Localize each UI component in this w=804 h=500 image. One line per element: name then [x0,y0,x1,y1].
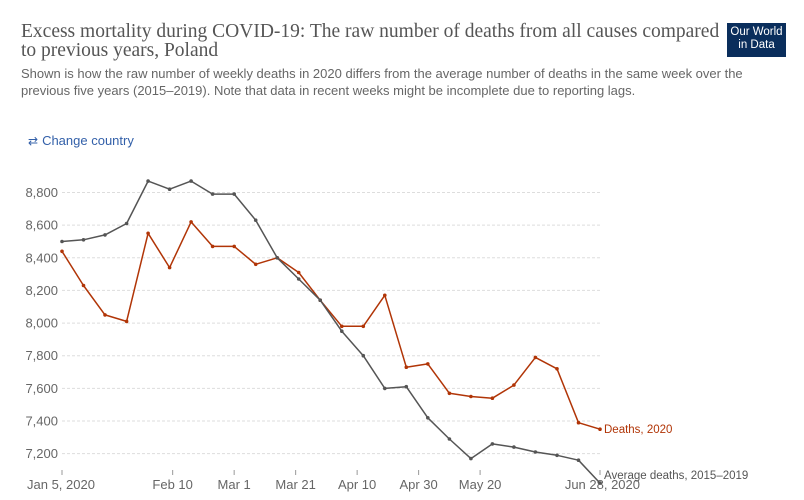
data-point [103,313,107,317]
y-tick-label: 7,600 [25,381,58,396]
data-point [275,255,280,260]
data-point [490,442,495,446]
series-label: Deaths, 2020 [604,424,672,436]
data-point [490,396,495,401]
y-tick-label: 7,400 [25,414,58,429]
data-point [512,383,516,387]
data-point [555,453,559,458]
data-point [232,192,236,196]
data-point [598,427,602,432]
data-point [340,324,344,329]
data-point [167,265,172,270]
data-point [60,239,64,244]
x-tick-label: Apr 30 [399,477,437,492]
data-point [296,270,301,275]
data-point [533,355,538,360]
data-point [60,249,64,254]
data-point [533,450,538,454]
x-tick-label: Feb 10 [152,477,192,492]
data-point [146,179,150,183]
data-point [383,386,387,391]
y-tick-label: 8,000 [25,316,58,331]
y-tick-label: 7,800 [25,348,58,363]
logo-line-1: Our World [730,26,783,38]
x-tick-label: Mar 1 [218,477,251,492]
change-country-label: Change country [42,133,134,148]
data-point [210,192,215,196]
data-point [555,367,559,371]
data-point [447,437,452,441]
data-point [146,231,150,236]
x-tick-label: May 20 [459,477,502,492]
data-point [296,277,301,281]
data-point [383,293,387,298]
x-tick-label: Apr 10 [338,477,376,492]
data-point [469,394,473,399]
data-point [426,416,430,420]
gridlines [62,191,600,455]
data-point [253,262,258,267]
data-point [598,481,602,485]
data-point [469,456,473,461]
logo-line-2: in Data [738,39,775,51]
data-point [189,220,193,224]
chart-subtitle: Shown is how the raw number of weekly de… [21,66,743,98]
x-tick-label: Jan 5, 2020 [27,477,95,492]
data-point [167,187,172,191]
data-point [361,324,366,329]
data-point [361,353,366,358]
series-line [61,221,601,430]
data-point [576,458,581,463]
data-point [210,244,215,249]
data-point [512,445,516,449]
x-axis: Jan 5, 2020 Feb 10 Mar 1 Mar 21 Apr 10 Apr 30… [27,470,640,492]
data-point [340,329,344,334]
change-country-button[interactable]: ⇄ Change country [28,133,134,148]
x-tick-label: Jun 28, 2020 [565,477,640,492]
series-label: Average deaths, 2015–2019 [604,470,748,482]
chart-title: Excess mortality during COVID-19: The ra… [21,21,720,61]
data-point [447,391,452,396]
swap-arrows-icon: ⇄ [28,134,39,148]
data-point [576,420,581,425]
data-point [232,244,236,249]
data-point [81,283,86,288]
data-point [404,365,409,370]
owid-logo[interactable]: Our World in Data [727,23,786,57]
y-tick-label: 8,600 [25,218,58,233]
data-point [189,179,193,183]
x-tick-label: Mar 21 [275,477,315,492]
data-point [81,238,86,242]
data-point [124,221,129,226]
series-line [61,180,601,484]
data-point [124,319,129,324]
data-point [318,298,323,303]
series: Deaths, 2020 Average deaths, 2015–2019 [60,179,748,485]
y-tick-label: 8,400 [25,250,58,265]
y-axis: 7,200 7,400 7,600 7,800 8,000 8,200 8,400 8,600… [25,185,58,461]
data-point [404,384,409,389]
y-tick-label: 7,200 [25,446,58,461]
y-tick-label: 8,800 [25,185,58,200]
data-point [253,218,258,222]
y-tick-label: 8,200 [25,283,58,298]
data-point [103,233,107,237]
data-point [426,362,430,366]
